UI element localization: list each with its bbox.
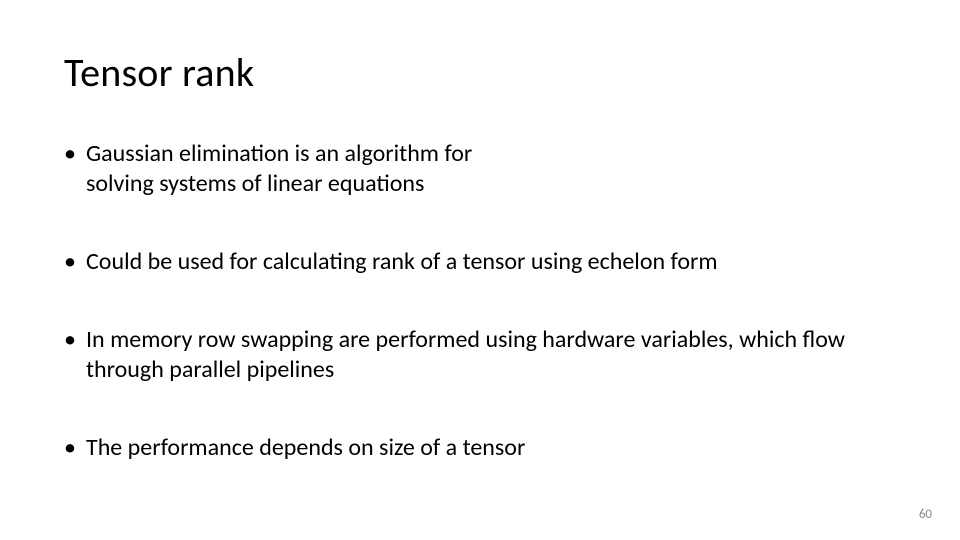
- bullet-item: Gaussian elimination is an algorithm for…: [64, 139, 504, 199]
- bullet-item: Could be used for calculating rank of a …: [64, 247, 884, 277]
- slide: Tensor rank Gaussian elimination is an a…: [0, 0, 960, 540]
- page-number: 60: [919, 507, 932, 522]
- bullet-list: Gaussian elimination is an algorithm for…: [64, 139, 896, 463]
- bullet-item: The performance depends on size of a ten…: [64, 433, 884, 463]
- bullet-item: In memory row swapping are performed usi…: [64, 325, 884, 385]
- slide-title: Tensor rank: [64, 48, 896, 97]
